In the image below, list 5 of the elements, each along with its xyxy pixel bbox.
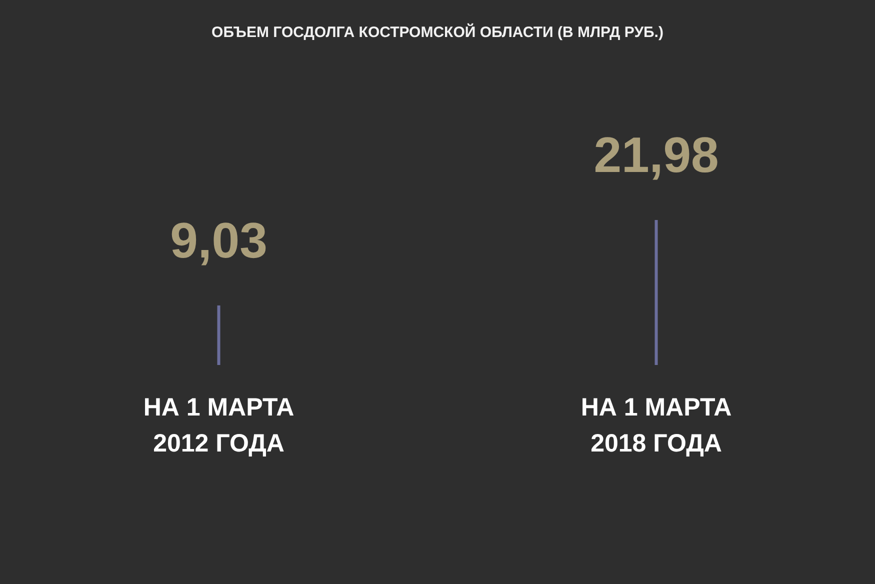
x-tick-label: НА 1 МАРТА 2012 ГОДА <box>143 394 294 458</box>
data-label: 9,03 <box>170 212 268 268</box>
data-label: 21,98 <box>594 127 719 183</box>
chart-title: ОБЪЕМ ГОСДОЛГА КОСТРОМСКОЙ ОБЛАСТИ (В МЛРД РУБ.) <box>212 23 664 41</box>
x-tick-label: НА 1 МАРТА 2018 ГОДА <box>580 394 732 458</box>
